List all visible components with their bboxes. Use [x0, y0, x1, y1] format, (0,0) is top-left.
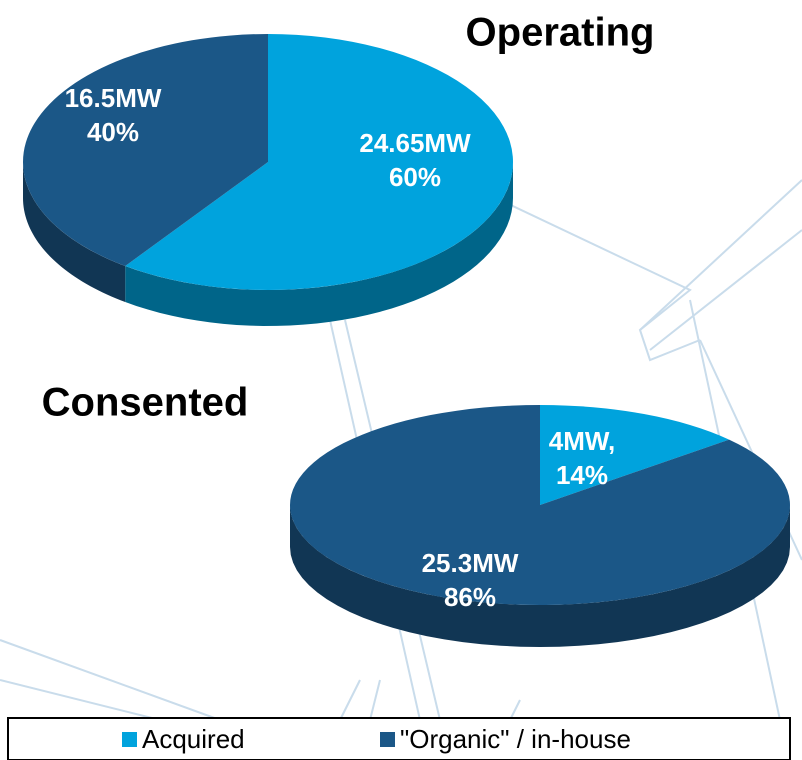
- chart-title: Consented: [42, 381, 249, 425]
- pie-slice: [22, 34, 268, 267]
- legend-label: Acquired: [142, 724, 245, 754]
- data-label: 16.5MW: [65, 83, 162, 113]
- percent-label: 14%: [556, 460, 608, 490]
- pie-slice: [540, 405, 730, 505]
- data-label: 24.65MW: [359, 128, 471, 158]
- data-label: 25.3MW: [422, 548, 519, 578]
- legend: [7, 717, 791, 760]
- pie-slice: [125, 34, 513, 290]
- legend-swatch: [380, 732, 395, 747]
- slice-side: [290, 505, 790, 647]
- percent-label: 40%: [87, 117, 139, 147]
- percent-label: 60%: [389, 162, 441, 192]
- percent-label: 86%: [444, 582, 496, 612]
- legend-swatch: [122, 732, 137, 747]
- chart-title: Operating: [466, 11, 655, 55]
- pie-slice: [289, 405, 790, 605]
- legend-label: "Organic" / in-house: [400, 724, 631, 754]
- data-label: 4MW,: [549, 426, 615, 456]
- slice-side: [23, 162, 126, 303]
- slice-side: [125, 162, 513, 326]
